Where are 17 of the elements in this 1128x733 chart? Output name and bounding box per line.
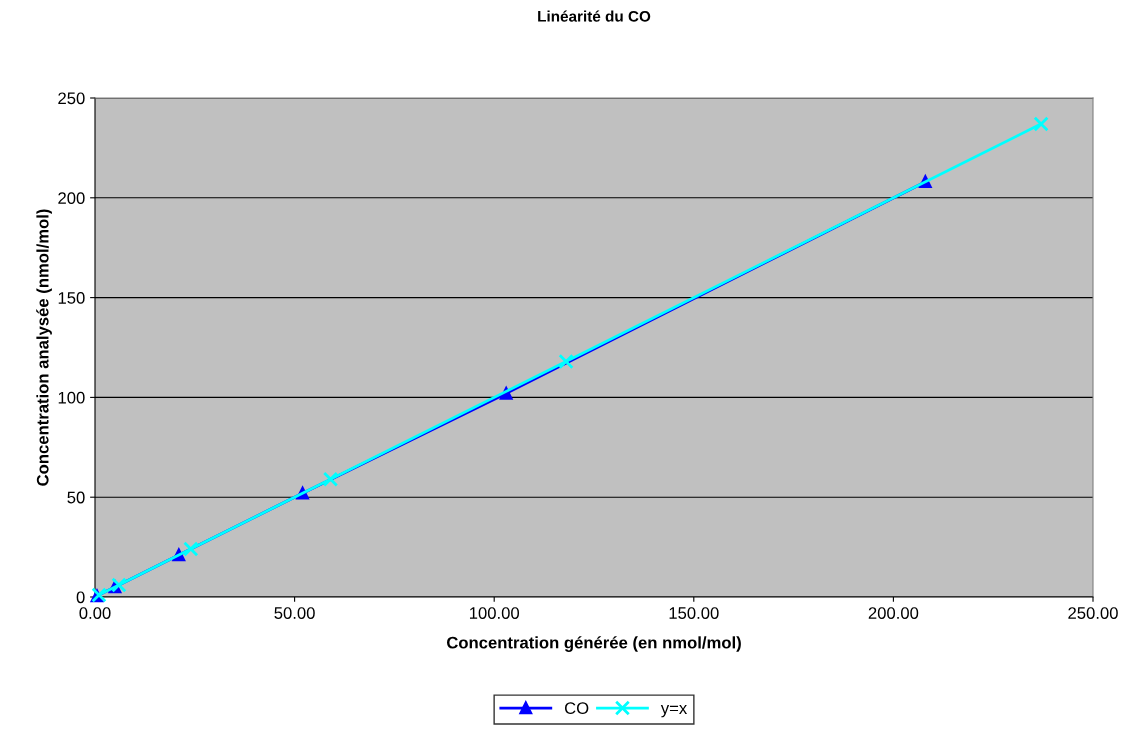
x-tick-label: 0.00 xyxy=(79,607,111,619)
y-tick-label: 50 xyxy=(67,491,85,504)
legend-label: CO xyxy=(564,702,589,715)
x-tick-label: 250.00 xyxy=(1068,607,1118,619)
x-tick-label: 50.00 xyxy=(274,607,315,619)
y-axis-title: Concentration analysée (nmol/mol) xyxy=(36,209,52,486)
x-tick-label: 150.00 xyxy=(669,607,719,619)
y-tick-label: 0 xyxy=(76,591,85,604)
chart-title: Linéarité du CO xyxy=(538,10,651,22)
x-axis-title: Concentration générée (en nmol/mol) xyxy=(446,636,741,652)
y-tick-label: 100 xyxy=(58,391,85,404)
y-tick-label: 250 xyxy=(58,92,85,105)
legend-label: y=x xyxy=(660,705,688,718)
x-tick-label: 200.00 xyxy=(868,607,919,619)
y-tick-label: 200 xyxy=(58,192,85,204)
y-tick-label: 150 xyxy=(58,292,85,304)
x-tick-label: 100.00 xyxy=(469,607,520,619)
